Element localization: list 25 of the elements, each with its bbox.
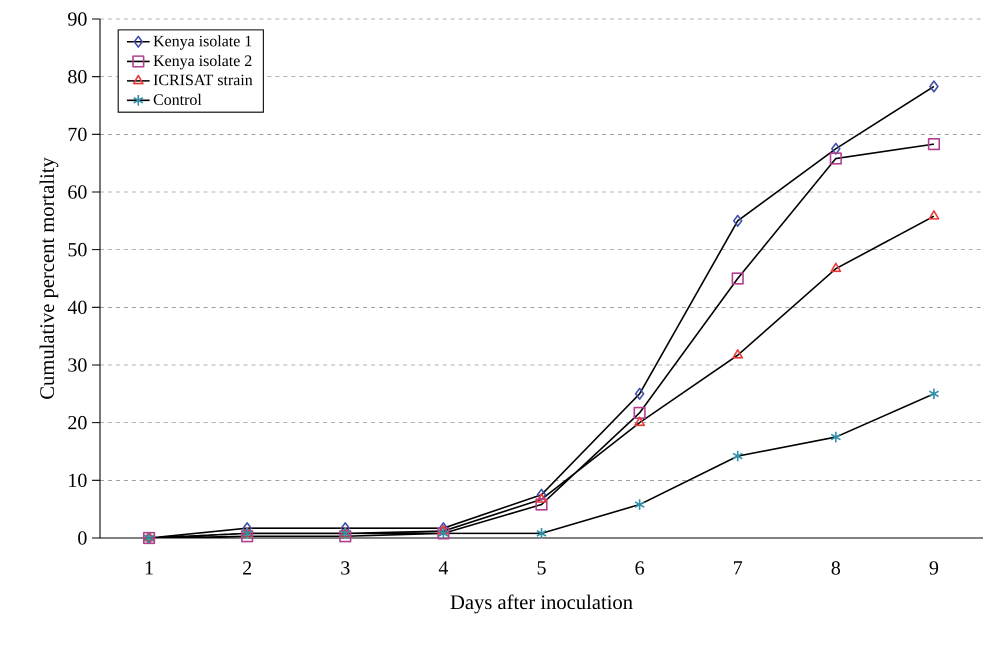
x-tick-label: 4 [438,561,448,574]
legend-label: Kenya isolate 1 [154,35,252,50]
x-tick-label: 7 [734,561,742,574]
y-tick-label: 0 [78,531,87,545]
y-tick-label: 80 [68,70,87,84]
y-tick-label: 40 [68,300,87,314]
x-tick-label: 3 [341,561,350,575]
x-tick-label: 5 [538,561,546,575]
y-tick-label: 60 [68,185,87,199]
legend-label: ICRISAT strain [154,74,252,86]
y-tick-label: 30 [68,358,87,372]
x-axis-title: Days after inoculation [450,594,633,614]
x-tick-label: 6 [635,561,644,575]
legend-label: Control [154,94,202,106]
y-axis-title: Cumulative percent mortality [40,157,58,399]
x-tick-label: 9 [930,561,938,575]
y-tick-label: 20 [68,416,87,430]
y-tick-label: 90 [68,12,87,26]
x-tick-label: 1 [146,561,153,574]
y-tick-label: 70 [68,128,87,142]
legend-label: Kenya isolate 2 [154,54,252,70]
x-tick-label: 2 [243,561,252,574]
x-tick-label: 8 [832,561,840,575]
y-tick-label: 10 [69,474,87,488]
y-tick-label: 50 [68,242,87,256]
